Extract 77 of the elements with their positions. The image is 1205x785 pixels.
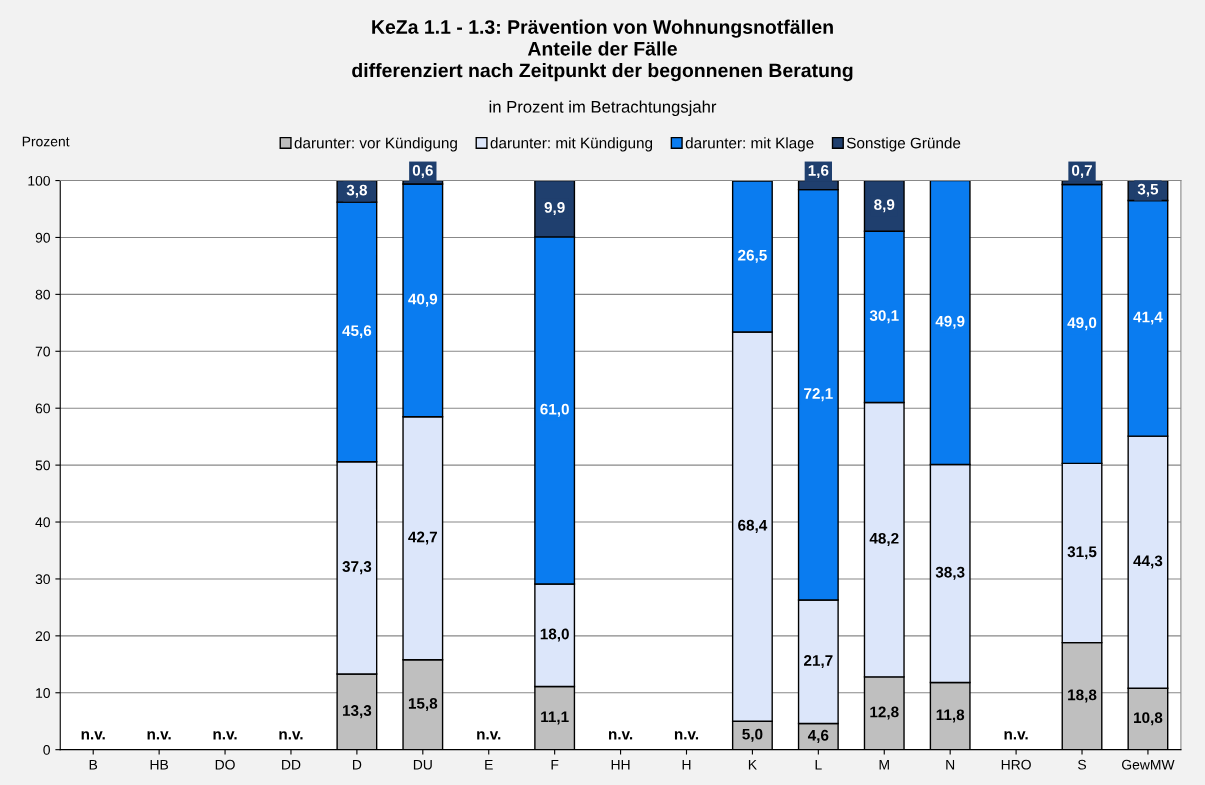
data-label: 42,7 xyxy=(408,531,438,545)
chart-title: KeZa 1.1 - 1.3: Prävention von Wohnungsnotfällen Anteile der Fälle differenziert nach Zeitpunkt der begonnenen Beratung xyxy=(352,19,853,82)
x-tick-label: M xyxy=(879,759,889,770)
text: n.v. xyxy=(213,731,237,740)
data-label: 21,7 xyxy=(804,655,833,669)
data-label: 49,0 xyxy=(1067,317,1097,331)
data-label: 11,1 xyxy=(541,711,569,725)
data-label: 9,9 xyxy=(544,202,565,216)
x-tick-label: F xyxy=(551,759,559,770)
text: n.v. xyxy=(81,731,105,740)
x-tick-label: GewMW xyxy=(1122,759,1175,770)
text: n.v. xyxy=(674,731,699,740)
x-tick-label: N xyxy=(946,759,955,770)
x-tick-label: L xyxy=(815,759,822,770)
data-label: 37,3 xyxy=(342,561,372,575)
y-tick-label: 0 xyxy=(43,745,50,755)
x-tick-label: HRO xyxy=(1001,759,1031,770)
y-tick-label: 60 xyxy=(35,403,50,414)
x-tick-label: K xyxy=(748,759,757,770)
data-label: 68,4 xyxy=(738,519,768,533)
data-label: 18,0 xyxy=(540,628,569,642)
legend-label: darunter: mit Klage xyxy=(685,137,814,152)
text: n.v. xyxy=(279,731,303,740)
x-tick-label: HB xyxy=(150,759,169,770)
legend-label: Sonstige Gründe xyxy=(846,137,961,152)
y-tick-label: 40 xyxy=(35,517,50,528)
data-label: 41,4 xyxy=(1133,311,1163,325)
data-label: 4,6 xyxy=(807,729,829,743)
y-tick-label: 20 xyxy=(35,631,50,642)
y-tick-label: 90 xyxy=(35,232,50,243)
text: n.v. xyxy=(477,731,501,740)
data-label: 5,0 xyxy=(742,728,763,742)
data-label: 30,1 xyxy=(869,310,899,324)
text: n.v. xyxy=(1004,731,1028,740)
data-label: 72,1 xyxy=(804,388,833,402)
y-tick-label: 100 xyxy=(28,175,50,186)
y-tick-label: 10 xyxy=(36,688,50,698)
data-label: 11,8 xyxy=(936,709,965,723)
chart-subtitle: in Prozent im Betrachtungsjahr xyxy=(489,100,717,117)
data-label: 26,5 xyxy=(738,249,767,263)
data-label: 49,9 xyxy=(935,315,965,329)
y-tick-label: 80 xyxy=(35,289,50,300)
x-tick-label: DO xyxy=(215,759,235,770)
y-tick-label: 50 xyxy=(35,460,50,471)
data-label: 38,3 xyxy=(935,566,965,580)
data-label: 0,6 xyxy=(412,165,433,179)
legend-label: darunter: mit Kündigung xyxy=(490,137,653,152)
data-label: 3,5 xyxy=(1137,183,1159,197)
x-tick-label: B xyxy=(89,759,98,770)
text: n.v. xyxy=(147,731,171,740)
data-label: 45,6 xyxy=(342,325,372,339)
x-tick-label: DD xyxy=(282,759,301,770)
x-tick-label: S xyxy=(1078,759,1087,770)
data-label: 13,3 xyxy=(342,705,372,719)
x-tick-label: HH xyxy=(611,759,630,770)
data-label: 61,0 xyxy=(540,403,569,417)
legend-label: darunter: vor Kündigung xyxy=(294,137,457,152)
y-axis-title: Prozent xyxy=(22,136,70,147)
data-label: 44,3 xyxy=(1133,555,1163,569)
x-tick-label: E xyxy=(485,759,493,770)
x-tick-label: DU xyxy=(413,759,432,770)
data-label: 31,5 xyxy=(1067,546,1097,560)
y-tick-label: 70 xyxy=(35,346,50,357)
data-label: 18,8 xyxy=(1068,689,1097,703)
x-tick-label: H xyxy=(682,759,691,770)
data-label: 40,9 xyxy=(408,293,438,307)
data-label: 10,8 xyxy=(1134,712,1163,726)
data-label: 3,8 xyxy=(346,184,368,198)
text: n.v. xyxy=(608,731,633,740)
data-label: 12,8 xyxy=(870,706,899,720)
data-label: 48,2 xyxy=(869,532,899,546)
y-tick-label: 30 xyxy=(35,574,50,585)
data-label: 1,6 xyxy=(808,165,829,179)
data-label: 8,9 xyxy=(874,199,895,213)
x-tick-label: D xyxy=(353,759,362,770)
data-label: 15,8 xyxy=(408,698,438,712)
data-label: 0,7 xyxy=(1072,165,1092,179)
